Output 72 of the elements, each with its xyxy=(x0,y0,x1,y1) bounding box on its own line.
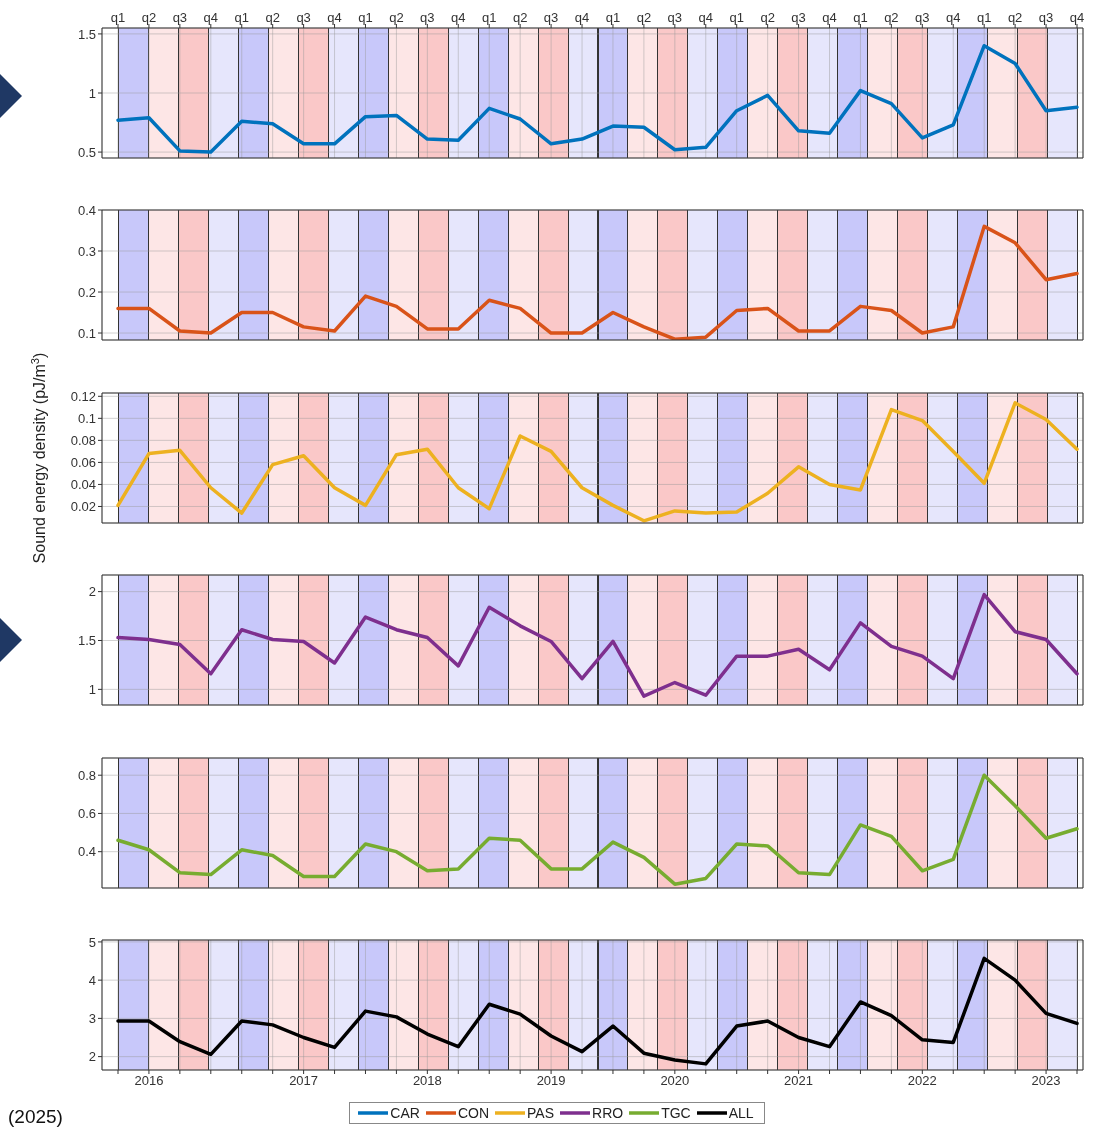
x-tick-label: 2018 xyxy=(412,1073,442,1089)
x-tick-label: q4 xyxy=(1069,10,1085,25)
x-tick-label: q4 xyxy=(327,10,342,25)
x-tick-label: q3 xyxy=(296,10,311,25)
x-tick-label: 2021 xyxy=(784,1073,814,1089)
x-tick-label: q2 xyxy=(1007,10,1023,25)
x-tick-label: 2022 xyxy=(907,1073,937,1089)
y-tick-label: 1 xyxy=(88,681,96,697)
y-tick-label: 0.06 xyxy=(70,455,96,471)
x-tick-label: 2019 xyxy=(536,1073,566,1089)
x-tick-label: q4 xyxy=(451,10,466,25)
x-tick-label: q4 xyxy=(698,10,714,25)
y-tick-label: 1.5 xyxy=(77,633,96,649)
x-tick-label: q4 xyxy=(574,10,590,25)
text: TGC xyxy=(661,1105,691,1121)
x-tick-label: q2 xyxy=(760,10,775,25)
x-tick-label: 2020 xyxy=(660,1073,690,1089)
x-tick-label: q2 xyxy=(389,10,404,25)
x-tick-label: q4 xyxy=(946,10,961,25)
text: (2025) xyxy=(8,1106,63,1128)
y-tick-label: 0.5 xyxy=(77,144,96,160)
y-tick-label: 0.12 xyxy=(70,388,96,404)
x-tick-label: 2017 xyxy=(289,1073,319,1089)
x-tick-label: q1 xyxy=(481,10,497,25)
y-tick-label: 0.4 xyxy=(77,844,96,860)
x-tick-label: q1 xyxy=(358,10,373,25)
x-tick-label: q2 xyxy=(141,10,157,25)
y-tick-label: 5 xyxy=(88,934,96,950)
y-tick-label: 0.6 xyxy=(77,806,96,822)
text: PAS xyxy=(527,1105,555,1121)
x-tick-label: q2 xyxy=(636,10,652,25)
line-series xyxy=(116,592,1079,698)
x-tick-label: q3 xyxy=(420,10,435,25)
y-tick-label: 3 xyxy=(88,1011,96,1026)
y-tick-label: 0.2 xyxy=(77,284,96,300)
x-tick-label: q2 xyxy=(265,10,280,25)
x-tick-label: 2016 xyxy=(134,1073,164,1089)
y-tick-label: 0.04 xyxy=(70,477,96,493)
y-tick-label: 2 xyxy=(88,584,96,600)
x-tick-label: q3 xyxy=(172,10,188,25)
x-tick-label: q1 xyxy=(976,10,992,25)
x-tick-label: q3 xyxy=(791,10,806,25)
x-tick-label: q2 xyxy=(512,10,528,25)
text: CAR xyxy=(390,1105,420,1121)
y-tick-label: 1.5 xyxy=(77,26,96,42)
y-tick-label: 0.4 xyxy=(77,202,96,218)
line-series xyxy=(116,956,1079,1066)
x-tick-label: q1 xyxy=(853,10,868,25)
y-tick-label: 0.1 xyxy=(77,410,96,426)
y-tick-label: 1 xyxy=(88,85,96,101)
y-tick-label: 0.8 xyxy=(77,767,96,783)
y-tick-label: 0.08 xyxy=(70,432,96,448)
text: CON xyxy=(457,1105,490,1121)
y-tick-label: 0.3 xyxy=(77,243,96,259)
x-tick-label: q3 xyxy=(1038,10,1054,25)
legend-label: ALL xyxy=(728,1105,754,1121)
y-tick-label: 2 xyxy=(88,1049,96,1065)
y-tick-label: 0.02 xyxy=(70,499,96,515)
x-tick-label: q1 xyxy=(605,10,621,25)
x-tick-label: q3 xyxy=(667,10,683,25)
text: RRO xyxy=(592,1105,624,1121)
y-tick-label: 0.1 xyxy=(77,325,96,341)
y-tick-label: 4 xyxy=(88,972,96,988)
x-tick-label: q4 xyxy=(203,10,219,25)
x-tick-label: 2023 xyxy=(1031,1073,1061,1089)
x-tick-label: q3 xyxy=(915,10,930,25)
x-tick-label: q1 xyxy=(729,10,744,25)
x-tick-label: q1 xyxy=(110,10,126,25)
x-tick-label: q1 xyxy=(234,10,249,25)
x-tick-label: q2 xyxy=(884,10,899,25)
x-tick-label: q3 xyxy=(543,10,559,25)
x-tick-label: q4 xyxy=(822,10,837,25)
